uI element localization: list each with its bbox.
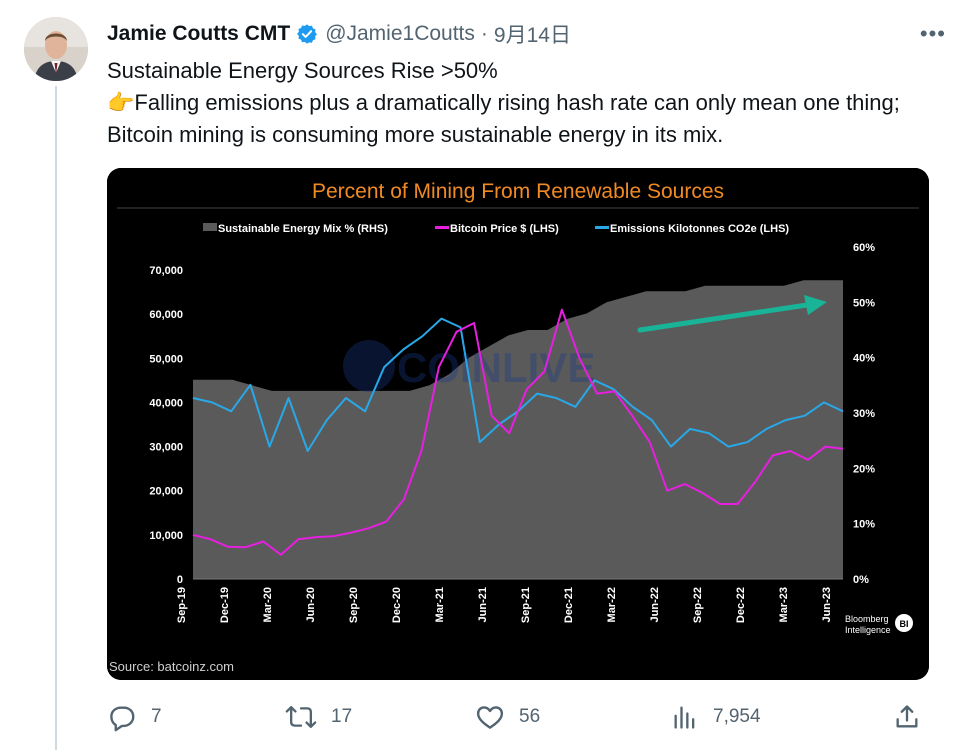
x-tick-label: Jun-20 bbox=[305, 587, 317, 622]
tweet-text-line-1: Sustainable Energy Sources Rise >50% bbox=[107, 58, 498, 83]
right-tick-label: 10% bbox=[853, 519, 875, 531]
right-tick-label: 20% bbox=[853, 463, 875, 475]
legend-swatch-area bbox=[203, 223, 217, 231]
right-tick-label: 60% bbox=[853, 242, 875, 254]
trend-arrow-icon bbox=[637, 295, 827, 333]
x-tick-label: Sep-19 bbox=[176, 587, 188, 623]
chart-title: Percent of Mining From Renewable Sources bbox=[312, 180, 724, 203]
reply-count: 7 bbox=[151, 706, 162, 727]
left-tick-label: 40,000 bbox=[149, 397, 183, 409]
reply-icon bbox=[110, 706, 135, 732]
views-count: 7,954 bbox=[713, 706, 761, 727]
brand-line-2: Intelligence bbox=[845, 625, 891, 635]
left-axis-ticks: 70,000 60,000 50,000 40,000 30,000 20,000 10,0… bbox=[149, 265, 183, 586]
left-tick-label: 10,000 bbox=[149, 530, 183, 542]
right-tick-label: 50% bbox=[853, 297, 875, 309]
views-icon bbox=[674, 706, 695, 729]
left-tick-label: 60,000 bbox=[149, 309, 183, 321]
left-tick-label: 50,000 bbox=[149, 353, 183, 365]
reply-button[interactable]: 7 bbox=[107, 700, 162, 734]
right-tick-label: 0% bbox=[853, 574, 869, 586]
watermark: COINLIVE bbox=[343, 340, 595, 392]
x-tick-label: Mar-20 bbox=[262, 587, 274, 622]
views-button[interactable]: 7,954 bbox=[671, 700, 761, 734]
watermark-text: COINLIVE bbox=[397, 344, 595, 391]
tweet-text: Sustainable Energy Sources Rise >50% 👉Fa… bbox=[107, 55, 947, 151]
share-icon bbox=[896, 705, 918, 728]
right-axis-ticks: 60% 50% 40% 30% 20% 10% 0% bbox=[853, 242, 875, 586]
x-tick-label: Dec-20 bbox=[391, 587, 403, 623]
left-tick-label: 30,000 bbox=[149, 442, 183, 454]
x-tick-label: Mar-22 bbox=[606, 587, 618, 622]
verified-badge-icon bbox=[296, 23, 318, 45]
legend-swatch-price bbox=[435, 226, 449, 229]
more-options-icon[interactable]: ••• bbox=[919, 21, 946, 46]
retweet-button[interactable]: 17 bbox=[285, 700, 352, 734]
left-tick-label: 0 bbox=[177, 574, 183, 586]
tweet-text-line-2: 👉Falling emissions plus a dramatically r… bbox=[107, 90, 900, 147]
x-tick-label: Sep-22 bbox=[692, 587, 704, 623]
x-tick-label: Jun-22 bbox=[649, 587, 661, 622]
x-axis-ticks: Sep-19 Dec-19 Mar-20 Jun-20 Sep-20 Dec-20 Mar-… bbox=[176, 587, 833, 623]
avatar-photo bbox=[24, 17, 88, 81]
x-tick-label: Jun-21 bbox=[477, 587, 489, 622]
thread-line bbox=[55, 86, 57, 750]
like-count: 56 bbox=[519, 706, 541, 727]
x-tick-label: Mar-21 bbox=[434, 587, 446, 622]
share-button[interactable] bbox=[893, 700, 921, 734]
bitcoin-price-line bbox=[192, 308, 844, 556]
x-tick-label: Jun-23 bbox=[821, 587, 833, 622]
legend-item-price: Bitcoin Price $ (LHS) bbox=[450, 223, 559, 235]
retweet-count: 17 bbox=[331, 706, 353, 727]
author-handle[interactable]: @Jamie1Coutts bbox=[325, 22, 475, 45]
right-tick-label: 40% bbox=[853, 353, 875, 365]
author-avatar[interactable] bbox=[24, 17, 88, 81]
energy-mix-area bbox=[193, 280, 843, 579]
tweet-header: Jamie Coutts CMT @Jamie1Coutts · 9月14日 •… bbox=[107, 19, 946, 49]
heart-icon bbox=[476, 706, 504, 729]
author-name[interactable]: Jamie Coutts CMT bbox=[107, 22, 291, 45]
retweet-icon bbox=[285, 705, 317, 729]
left-tick-label: 20,000 bbox=[149, 486, 183, 498]
brand-line-1: Bloomberg bbox=[845, 614, 889, 624]
legend-item-emissions: Emissions Kilotonnes CO2e (LHS) bbox=[610, 223, 789, 235]
tweet-actions: 7 17 56 7,954 bbox=[107, 700, 937, 734]
chart-image: Percent of Mining From Renewable Sources… bbox=[107, 168, 929, 680]
x-tick-label: Dec-19 bbox=[219, 587, 231, 623]
x-tick-label: Dec-22 bbox=[735, 587, 747, 623]
brand-badge-icon bbox=[895, 614, 913, 632]
separator-dot: · bbox=[480, 22, 488, 45]
tweet-media-chart[interactable]: Percent of Mining From Renewable Sources… bbox=[107, 168, 929, 680]
x-tick-label: Mar-23 bbox=[778, 587, 790, 622]
left-tick-label: 70,000 bbox=[149, 265, 183, 277]
x-tick-label: Sep-21 bbox=[520, 587, 532, 623]
x-tick-label: Sep-20 bbox=[348, 587, 360, 623]
tweet-date[interactable]: 9月14日 bbox=[493, 24, 571, 47]
brand-badge-text: BI bbox=[900, 619, 909, 629]
right-tick-label: 30% bbox=[853, 408, 875, 420]
like-button[interactable]: 56 bbox=[475, 700, 540, 734]
chart-source: Source: batcoinz.com bbox=[109, 659, 234, 674]
legend-item-energy-mix: Sustainable Energy Mix % (RHS) bbox=[218, 223, 388, 235]
legend-swatch-emissions bbox=[595, 226, 609, 229]
x-tick-label: Dec-21 bbox=[563, 587, 575, 623]
chart-legend: Sustainable Energy Mix % (RHS) Bitcoin P… bbox=[203, 223, 789, 235]
